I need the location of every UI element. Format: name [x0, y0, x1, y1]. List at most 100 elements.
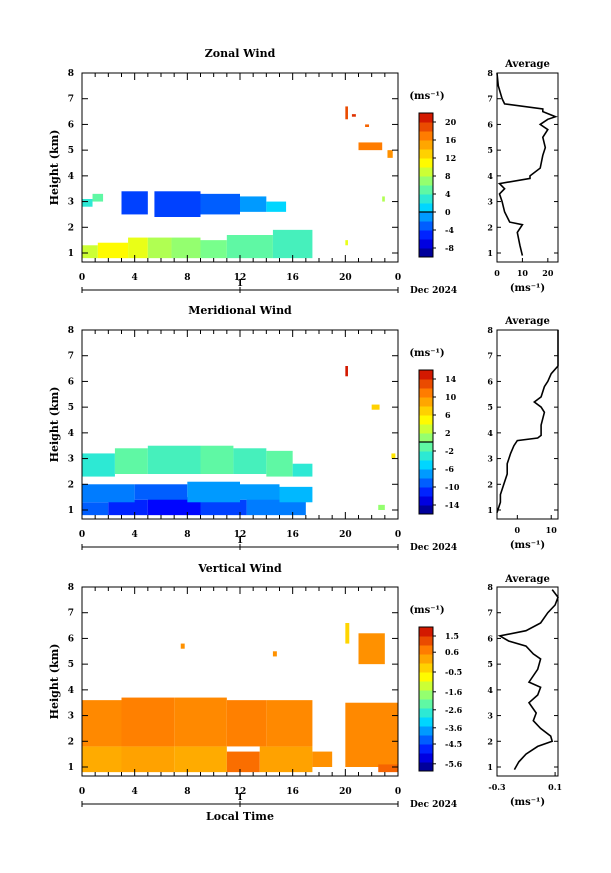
- colorbar-segment: [419, 388, 433, 398]
- heatmap-cell: [92, 193, 104, 202]
- colorbar-segment: [419, 681, 433, 691]
- colorbar-segment: [419, 645, 433, 655]
- colorbar-tick-label: -2: [445, 446, 454, 456]
- heatmap-cell: [272, 229, 313, 259]
- colorbar-tick-label: 4: [445, 189, 451, 199]
- heatmap-cell: [345, 240, 348, 246]
- y-tick-label: 1: [68, 249, 74, 259]
- y-tick-label: 5: [68, 146, 74, 156]
- colorbar-segment: [419, 433, 433, 443]
- x-tick-label: 4: [132, 530, 138, 540]
- colorbar-segment: [419, 627, 433, 637]
- x-tick-label: 0: [395, 787, 401, 797]
- colorbar-segment: [419, 496, 433, 506]
- heatmap-cell: [174, 746, 227, 773]
- profile-y-tick-label: 6: [487, 119, 493, 129]
- y-tick-label: 5: [68, 660, 74, 670]
- heatmap-cell: [345, 106, 348, 120]
- colorbar-segment: [419, 248, 433, 258]
- x-tick-label: 16: [286, 273, 299, 283]
- profile-x-tick-label: 10: [546, 525, 558, 535]
- colorbar-segment: [419, 451, 433, 461]
- profile-y-tick-label: 4: [487, 171, 493, 181]
- profile-frame: [496, 329, 559, 520]
- heatmap-cell: [240, 196, 267, 212]
- heatmap-cell: [200, 240, 227, 259]
- colorbar-tick-label: 12: [445, 153, 456, 163]
- heatmap-cell: [226, 235, 273, 259]
- profile-y-tick-label: 7: [487, 351, 493, 361]
- heatmap-cell: [82, 245, 98, 259]
- y-tick-label: 7: [68, 352, 74, 362]
- heatmap-cell: [345, 702, 398, 767]
- heatmap-cell: [351, 114, 356, 117]
- y-axis-label: Height (km): [48, 644, 61, 720]
- colorbar-tick-label: -6: [445, 464, 454, 474]
- profile-y-tick-label: 7: [487, 608, 493, 618]
- profile-y-tick-label: 6: [487, 633, 493, 643]
- colorbar-segment: [419, 478, 433, 488]
- heatmap-cell: [387, 150, 393, 158]
- heatmap-cell: [365, 124, 370, 127]
- heatmap-cell: [108, 499, 148, 516]
- heatmap-cell: [82, 453, 115, 477]
- colorbar-tick-label: 10: [445, 392, 457, 402]
- colorbar-tick-label: 2: [445, 428, 451, 438]
- heatmap-cell: [312, 751, 333, 767]
- colorbar-segment: [419, 149, 433, 159]
- x-tick-label: 12: [234, 273, 247, 283]
- chart-title: Meridional Wind: [188, 304, 292, 317]
- colorbar-tick-label: -4: [445, 225, 454, 235]
- day-marker: 1: [237, 279, 243, 289]
- x-tick-label: 16: [286, 787, 299, 797]
- heatmap-cell: [266, 201, 287, 212]
- x-tick-label: 0: [395, 530, 401, 540]
- profile-y-tick-label: 5: [487, 145, 493, 155]
- y-tick-label: 1: [68, 763, 74, 773]
- profile-line: [496, 72, 558, 256]
- colorbar-segment: [419, 672, 433, 682]
- profile-frame: [496, 72, 559, 263]
- day-marker: 1: [237, 536, 243, 546]
- x-tick-label: 20: [339, 273, 352, 283]
- x-tick-label: 16: [286, 530, 299, 540]
- profile-y-tick-label: 4: [487, 428, 493, 438]
- y-tick-label: 1: [68, 506, 74, 516]
- profile-y-tick-label: 1: [487, 248, 493, 258]
- heatmap-cell: [147, 237, 172, 259]
- profile-title: Average: [504, 59, 550, 70]
- x-tick-label: 20: [339, 530, 352, 540]
- y-tick-label: 8: [68, 583, 74, 593]
- y-tick-label: 6: [68, 120, 74, 130]
- colorbar-segment: [419, 424, 433, 434]
- colorbar-segment: [419, 397, 433, 407]
- colorbar-segment: [419, 735, 433, 745]
- colorbar-segment: [419, 505, 433, 515]
- heatmap-cell: [121, 191, 148, 215]
- profile-x-label: (ms⁻¹): [510, 283, 545, 294]
- x-tick-label: 8: [184, 273, 190, 283]
- colorbar-segment: [419, 699, 433, 709]
- y-tick-label: 8: [68, 69, 74, 79]
- heatmap-cell: [240, 484, 280, 500]
- x-tick-label: 0: [395, 273, 401, 283]
- colorbar-segment: [419, 167, 433, 177]
- heatmap-cell: [121, 697, 175, 747]
- profile-y-tick-label: 3: [487, 197, 493, 207]
- colorbar-segment: [419, 762, 433, 772]
- y-tick-label: 5: [68, 403, 74, 413]
- colorbar-tick-label: 20: [445, 117, 457, 127]
- profile-y-tick-label: 3: [487, 711, 493, 721]
- heatmap-cell: [233, 448, 267, 474]
- colorbar-segment: [419, 717, 433, 727]
- colorbar-tick-label: -10: [445, 482, 460, 492]
- profile-line: [496, 330, 559, 513]
- date-label: Dec 2024: [410, 286, 457, 296]
- colorbar-segment: [419, 194, 433, 204]
- date-label: Dec 2024: [410, 543, 457, 553]
- profile-y-tick-label: 4: [487, 685, 493, 695]
- profile-y-tick-label: 3: [487, 454, 493, 464]
- heatmap-cell: [226, 700, 267, 747]
- colorbar-unit: (ms⁻¹): [409, 91, 444, 102]
